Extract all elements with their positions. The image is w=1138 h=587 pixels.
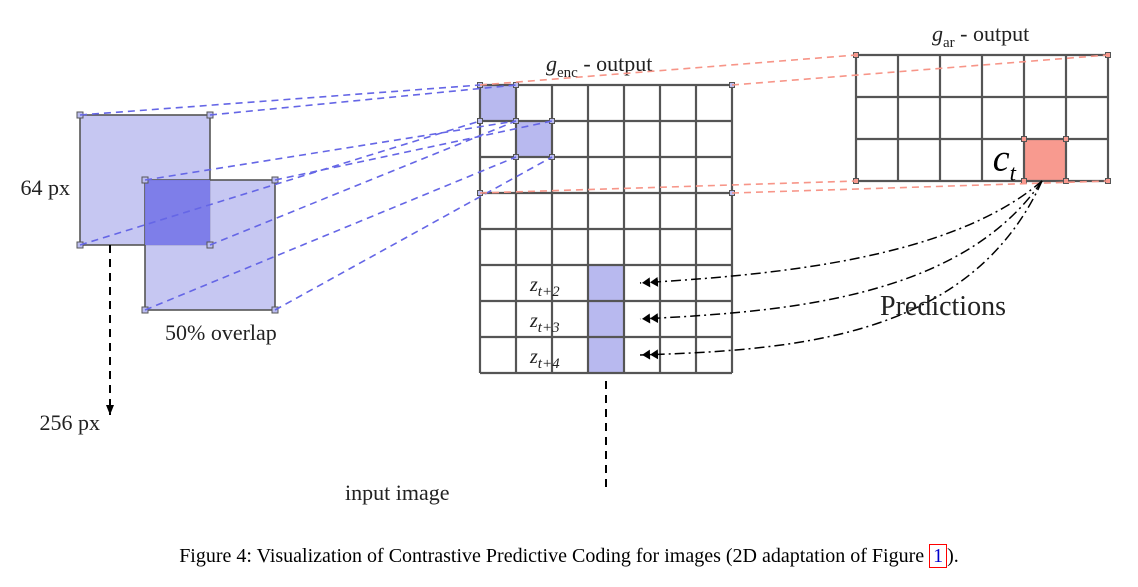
corner-marker — [1022, 179, 1027, 184]
conn-blue — [275, 121, 552, 180]
enc-highlight-cell — [588, 337, 624, 373]
label-256px: 256 px — [40, 410, 101, 435]
label-input-image: input image — [345, 480, 449, 505]
conn-red — [732, 55, 1108, 85]
label-64px: 64 px — [21, 175, 71, 200]
conn-blue — [210, 85, 516, 115]
conn-red — [732, 181, 1108, 193]
enc-highlight-cell — [480, 85, 516, 121]
z-label: zt+2 — [529, 274, 560, 300]
ar-title: gar - output — [932, 21, 1029, 51]
z-label: zt+4 — [529, 346, 560, 372]
conn-red — [480, 55, 856, 85]
prediction-arrow — [640, 181, 1042, 355]
conn-blue — [80, 85, 480, 115]
corner-marker — [1022, 137, 1027, 142]
c-t-label: ct — [993, 138, 1017, 186]
caption-prefix: Figure 4: Visualization of Contrastive P… — [179, 545, 929, 567]
figure-caption: Figure 4: Visualization of Contrastive P… — [0, 545, 1138, 568]
predictions-label: Predictions — [880, 291, 1006, 322]
z-label: zt+3 — [529, 310, 560, 336]
input-patch-overlap — [145, 180, 210, 245]
figure-ref-link[interactable]: 1 — [929, 544, 947, 568]
conn-red — [480, 181, 856, 193]
label-overlap: 50% overlap — [165, 320, 277, 345]
corner-marker — [1064, 179, 1069, 184]
enc-highlight-cell — [516, 121, 552, 157]
prediction-arrow — [640, 181, 1042, 283]
caption-suffix: ). — [947, 545, 959, 567]
ar-highlight-cell — [1024, 139, 1066, 181]
enc-highlight-cell — [588, 265, 624, 301]
enc-title: genc - output — [546, 51, 652, 81]
corner-marker — [1064, 137, 1069, 142]
enc-highlight-cell — [588, 301, 624, 337]
conn-blue — [275, 157, 552, 310]
